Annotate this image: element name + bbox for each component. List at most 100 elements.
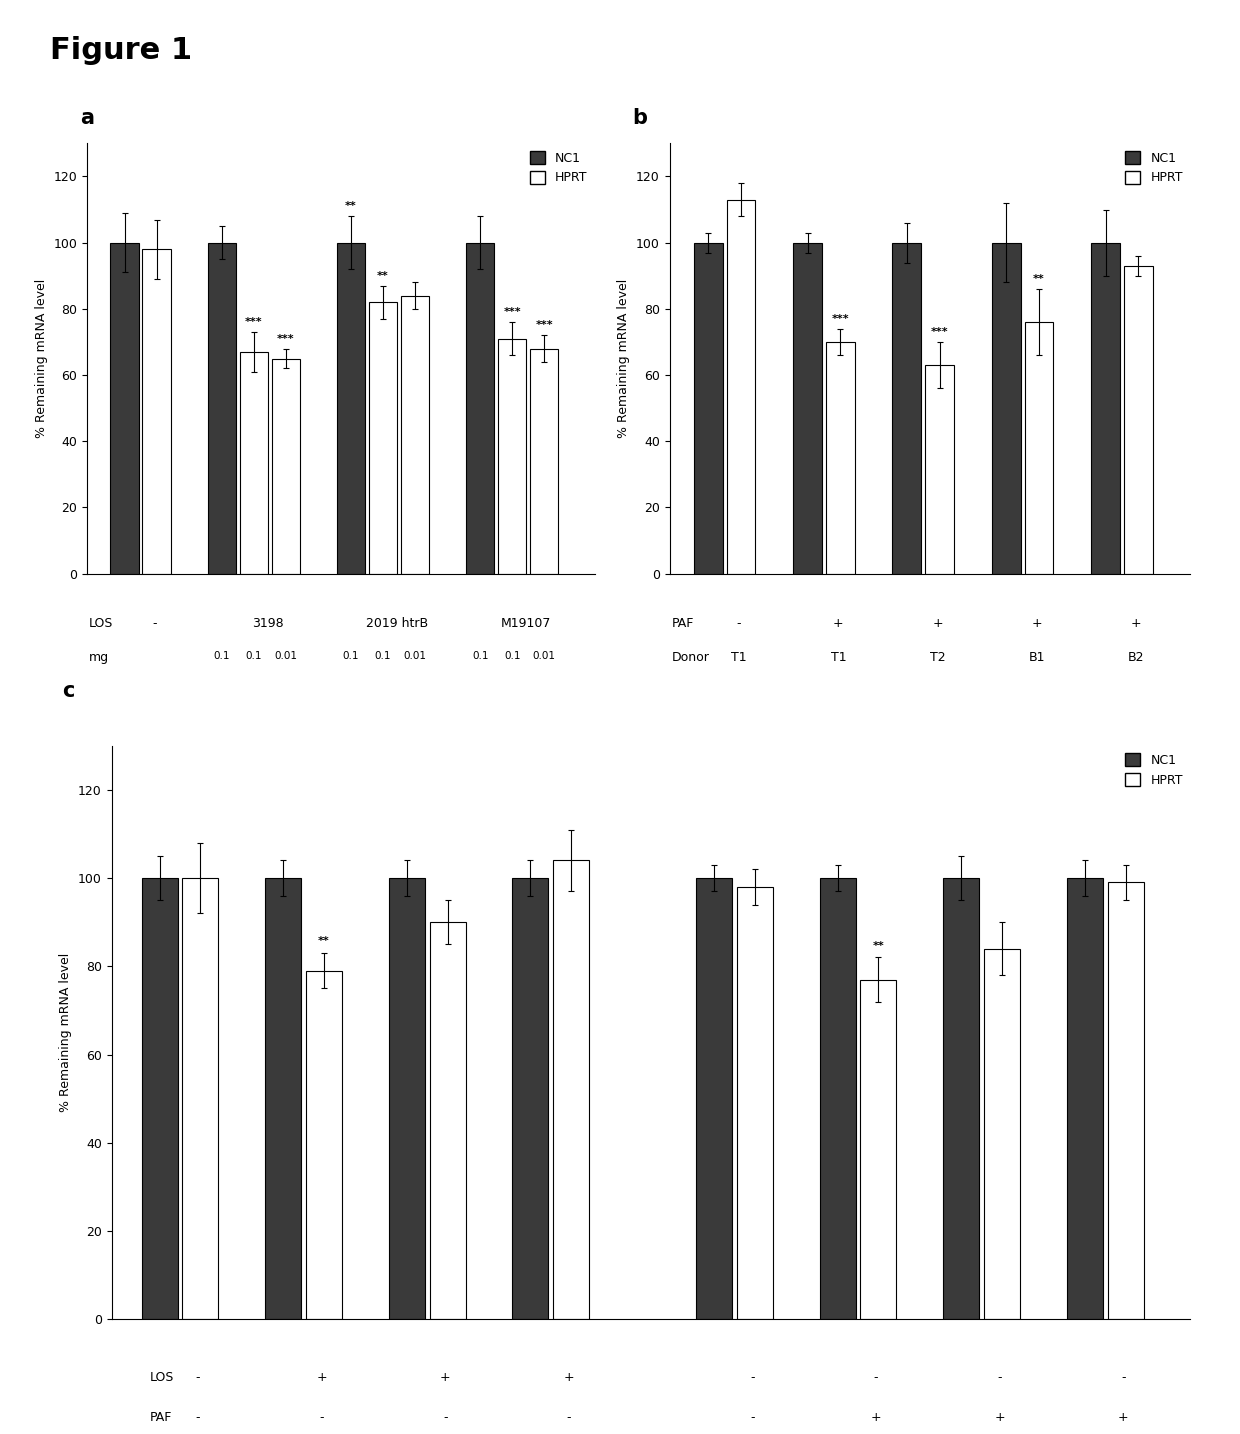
Text: b: b (632, 108, 647, 128)
Text: -: - (320, 1411, 324, 1424)
Text: 0.1: 0.1 (374, 651, 392, 661)
Bar (693, 242, 723, 574)
Bar (143, 250, 171, 574)
Text: -: - (750, 1411, 755, 1424)
Bar (1024, 323, 1054, 574)
Legend: NC1, HPRT: NC1, HPRT (526, 146, 593, 189)
Bar (727, 199, 755, 574)
Text: ***: *** (503, 307, 521, 317)
Text: +: + (994, 1411, 1004, 1424)
Text: -: - (1121, 1371, 1126, 1384)
Bar (1066, 878, 1102, 1319)
Bar (944, 878, 980, 1319)
Text: 0.1: 0.1 (213, 651, 229, 661)
Text: ***: *** (931, 327, 949, 337)
Text: ***: *** (536, 320, 553, 330)
Text: 0.1: 0.1 (246, 651, 262, 661)
Bar (110, 242, 139, 574)
Text: 0.01: 0.01 (274, 651, 298, 661)
Text: PAF: PAF (672, 617, 694, 630)
Text: 3198: 3198 (252, 617, 284, 630)
Bar (182, 878, 218, 1319)
Bar (1107, 882, 1143, 1319)
Text: 2019 htrB: 2019 htrB (366, 617, 428, 630)
Text: LOS: LOS (89, 617, 113, 630)
Text: Donor: Donor (672, 651, 709, 664)
Bar (368, 303, 397, 574)
Bar (306, 971, 342, 1319)
Text: +: + (563, 1371, 574, 1384)
Text: -: - (874, 1371, 878, 1384)
Text: -: - (196, 1411, 200, 1424)
Text: +: + (1131, 617, 1142, 630)
Text: LOS: LOS (150, 1371, 175, 1384)
Bar (265, 878, 301, 1319)
Text: ***: *** (277, 334, 295, 344)
Bar (512, 878, 548, 1319)
Bar (820, 878, 856, 1319)
Bar (992, 242, 1021, 574)
Text: PAF: PAF (150, 1411, 172, 1424)
Bar (1091, 242, 1120, 574)
Legend: NC1, HPRT: NC1, HPRT (1121, 749, 1188, 792)
Text: +: + (932, 617, 944, 630)
Text: -: - (153, 617, 157, 630)
Text: **: ** (377, 271, 389, 281)
Bar (737, 886, 773, 1319)
Text: +: + (1032, 617, 1043, 630)
Text: **: ** (319, 936, 330, 946)
Y-axis label: % Remaining mRNA level: % Remaining mRNA level (60, 952, 72, 1113)
Text: 0.01: 0.01 (403, 651, 427, 661)
Bar (141, 878, 177, 1319)
Bar (239, 351, 268, 574)
Text: ***: *** (832, 314, 849, 324)
Text: M19107: M19107 (501, 617, 552, 630)
Bar (826, 341, 854, 574)
Bar (893, 242, 921, 574)
Text: -: - (737, 617, 742, 630)
Text: -: - (750, 1371, 755, 1384)
Text: +: + (316, 1371, 327, 1384)
Text: 0.1: 0.1 (503, 651, 521, 661)
Bar (531, 348, 558, 574)
Text: +: + (1118, 1411, 1128, 1424)
Bar (466, 242, 495, 574)
Text: -: - (567, 1411, 572, 1424)
Bar (272, 358, 300, 574)
Text: 0.1: 0.1 (472, 651, 489, 661)
Text: B2: B2 (1128, 651, 1145, 664)
Bar (985, 949, 1021, 1319)
Text: **: ** (345, 201, 357, 211)
Bar (553, 860, 589, 1319)
Y-axis label: % Remaining mRNA level: % Remaining mRNA level (618, 278, 630, 439)
Text: 0.01: 0.01 (533, 651, 556, 661)
Bar (794, 242, 822, 574)
Bar (696, 878, 732, 1319)
Legend: NC1, HPRT: NC1, HPRT (1121, 146, 1188, 189)
Text: -: - (443, 1411, 448, 1424)
Text: T1: T1 (732, 651, 746, 664)
Bar (925, 366, 954, 574)
Text: +: + (870, 1411, 882, 1424)
Text: T1: T1 (831, 651, 846, 664)
Text: ***: *** (246, 317, 263, 327)
Text: 0.1: 0.1 (342, 651, 360, 661)
Text: c: c (62, 681, 74, 701)
Bar (861, 979, 897, 1319)
Bar (389, 878, 425, 1319)
Text: B1: B1 (1029, 651, 1045, 664)
Text: T2: T2 (930, 651, 946, 664)
Bar (337, 242, 365, 574)
Text: **: ** (873, 941, 884, 951)
Text: Figure 1: Figure 1 (50, 36, 192, 65)
Text: mg: mg (89, 651, 109, 664)
Text: +: + (440, 1371, 450, 1384)
Bar (1123, 265, 1153, 574)
Bar (401, 295, 429, 574)
Text: **: ** (1033, 274, 1045, 284)
Bar (498, 338, 526, 574)
Bar (429, 922, 465, 1319)
Text: +: + (833, 617, 843, 630)
Y-axis label: % Remaining mRNA level: % Remaining mRNA level (35, 278, 47, 439)
Text: -: - (196, 1371, 200, 1384)
